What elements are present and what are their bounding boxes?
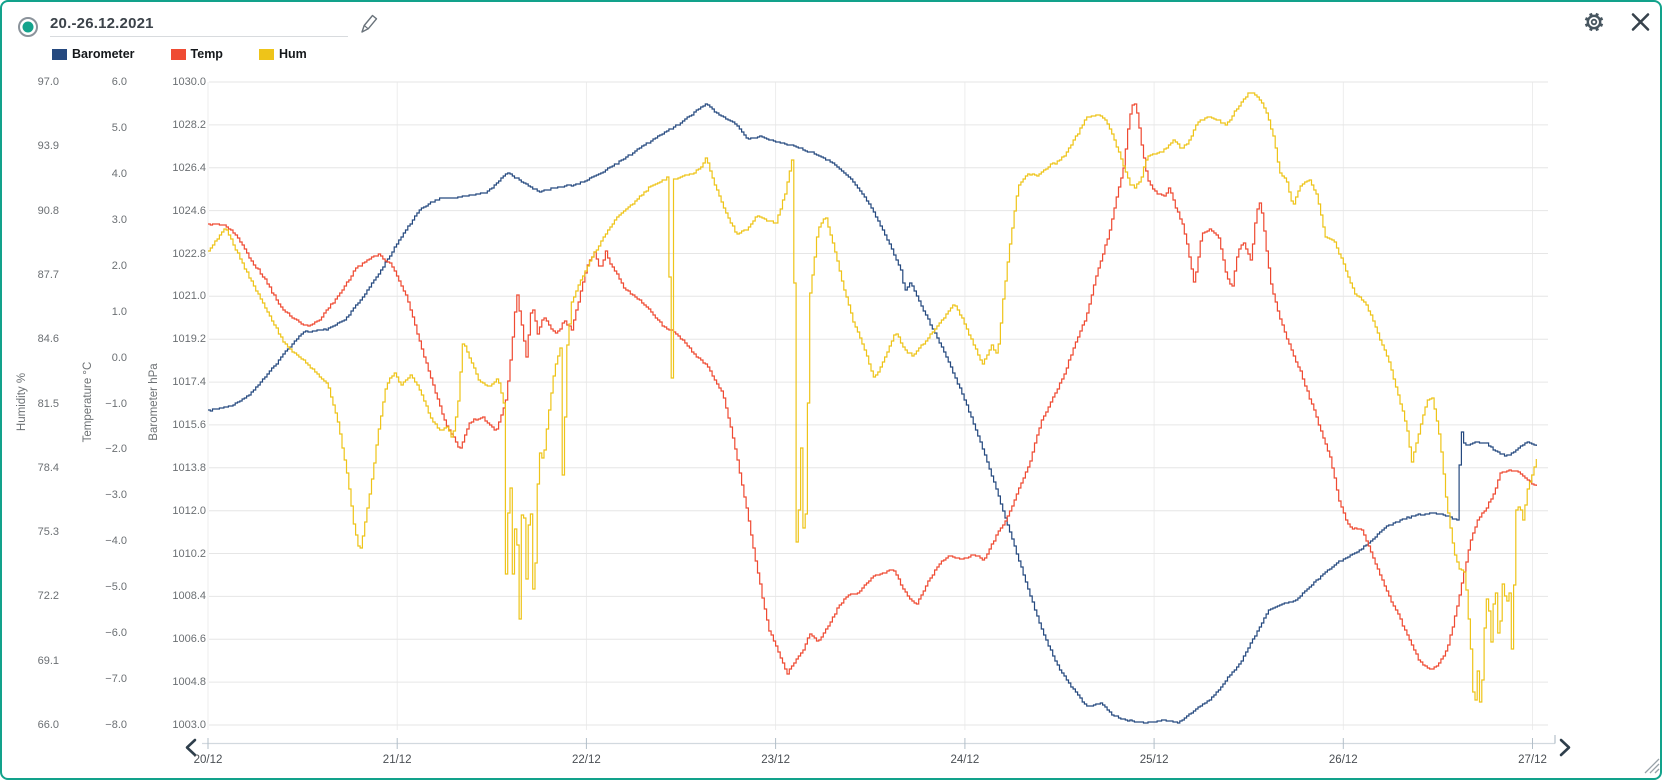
y-tick-label-barometer: 1003.0 <box>172 719 206 731</box>
y-tick-label-temperature: −2.0 <box>105 443 127 456</box>
y-tick-label-temperature: 3.0 <box>111 213 127 226</box>
y-tick-label-temperature: 4.0 <box>111 167 127 180</box>
y-tick-label-barometer: 1013.8 <box>172 461 206 474</box>
date-range-input[interactable]: 20.-26.12.2021 <box>50 12 348 37</box>
y-tick-label-temperature: 1.0 <box>111 305 127 318</box>
legend-swatch-icon <box>258 48 274 60</box>
header-icons-svg <box>18 12 1650 37</box>
legend-item-barometer[interactable]: Barometer <box>52 47 135 61</box>
resize-handle-icon[interactable] <box>1654 768 1660 774</box>
y-tick-label-barometer: 1019.2 <box>172 333 206 346</box>
y-tick-label-temperature: −4.0 <box>105 535 127 548</box>
settings-gear-icon[interactable] <box>1584 12 1604 32</box>
y-tick-label-barometer: 1021.0 <box>172 290 206 303</box>
y-tick-label-barometer: 1008.4 <box>172 590 206 603</box>
legend-label: Barometer <box>72 47 135 61</box>
y-tick-label-humidity: 78.4 <box>37 461 59 474</box>
legend-swatch-icon <box>170 48 186 60</box>
resize-handle-icon[interactable] <box>1649 763 1660 774</box>
y-tick-label-humidity: 97.0 <box>37 76 59 88</box>
y-tick-label-temperature: −8.0 <box>105 719 127 731</box>
y-tick-label-barometer: 1004.8 <box>172 676 206 689</box>
y-tick-label-temperature: −3.0 <box>105 489 127 502</box>
y-tick-label-humidity: 72.2 <box>37 590 59 603</box>
x-tick-label-date: 24/12 <box>950 754 980 766</box>
y-tick-label-humidity: 81.5 <box>37 397 59 410</box>
y-tick-label-barometer: 1006.6 <box>172 633 206 646</box>
edit-pencil-icon[interactable] <box>361 14 378 33</box>
y-tick-label-humidity: 69.1 <box>37 654 59 667</box>
record-status-icon <box>18 17 38 37</box>
y-tick-label-humidity: 66.0 <box>37 719 59 731</box>
x-tick-label-date: 23/12 <box>761 754 790 766</box>
y-tick-label-temperature: 2.0 <box>111 259 127 272</box>
legend: Barometer Temp Hum <box>52 46 307 62</box>
y-tick-label-barometer: 1017.4 <box>172 376 206 389</box>
y-tick-label-temperature: −7.0 <box>105 673 127 686</box>
y-tick-label-barometer: 1024.6 <box>172 204 206 217</box>
x-tick-label-date: 26/12 <box>1328 754 1358 766</box>
scroll-right-chevron-icon[interactable] <box>1559 738 1571 757</box>
x-tick-label-date: 25/12 <box>1139 754 1169 766</box>
x-tick-label-date: 27/12 <box>1518 754 1547 766</box>
x-tick-label-date: 21/12 <box>382 754 412 766</box>
y-tick-label-barometer: 1010.2 <box>172 547 206 560</box>
scroll-left-chevron-icon[interactable] <box>185 738 197 757</box>
y-tick-label-barometer: 1030.0 <box>172 76 206 88</box>
y-tick-label-temperature: −6.0 <box>105 627 127 640</box>
series-line-temp <box>208 103 1537 675</box>
legend-swatch-icon <box>52 48 67 60</box>
y-tick-label-temperature: 5.0 <box>111 121 127 134</box>
resize-handle-icon[interactable] <box>1644 758 1660 774</box>
legend-label: Temp <box>190 47 223 61</box>
close-icon[interactable] <box>1631 13 1650 31</box>
legend-label: Hum <box>278 47 307 61</box>
y-tick-label-humidity: 87.7 <box>37 268 59 281</box>
y-tick-label-barometer: 1022.8 <box>172 247 206 260</box>
y-tick-label-temperature: −5.0 <box>105 581 127 594</box>
x-tick-label-date: 20/12 <box>193 754 223 766</box>
y-tick-label-barometer: 1015.6 <box>172 418 206 431</box>
legend-item-hum[interactable]: Hum <box>258 47 307 61</box>
y-tick-label-humidity: 75.3 <box>37 526 59 539</box>
legend-item-temp[interactable]: Temp <box>170 47 223 61</box>
y-tick-label-temperature: 6.0 <box>111 76 127 88</box>
series-line-hum <box>208 92 1537 703</box>
y-tick-label-humidity: 90.8 <box>37 204 59 217</box>
y-tick-label-temperature: 0.0 <box>111 351 127 364</box>
y-tick-label-temperature: −1.0 <box>105 397 127 410</box>
x-tick-label-date: 22/12 <box>572 754 601 766</box>
y-tick-label-humidity: 84.6 <box>37 333 59 346</box>
y-tick-label-barometer: 1028.2 <box>172 118 206 131</box>
y-tick-label-barometer: 1026.4 <box>172 161 206 174</box>
series-line-barometer <box>208 103 1537 724</box>
y-tick-label-humidity: 93.9 <box>37 140 59 153</box>
y-tick-label-barometer: 1012.0 <box>172 504 206 517</box>
